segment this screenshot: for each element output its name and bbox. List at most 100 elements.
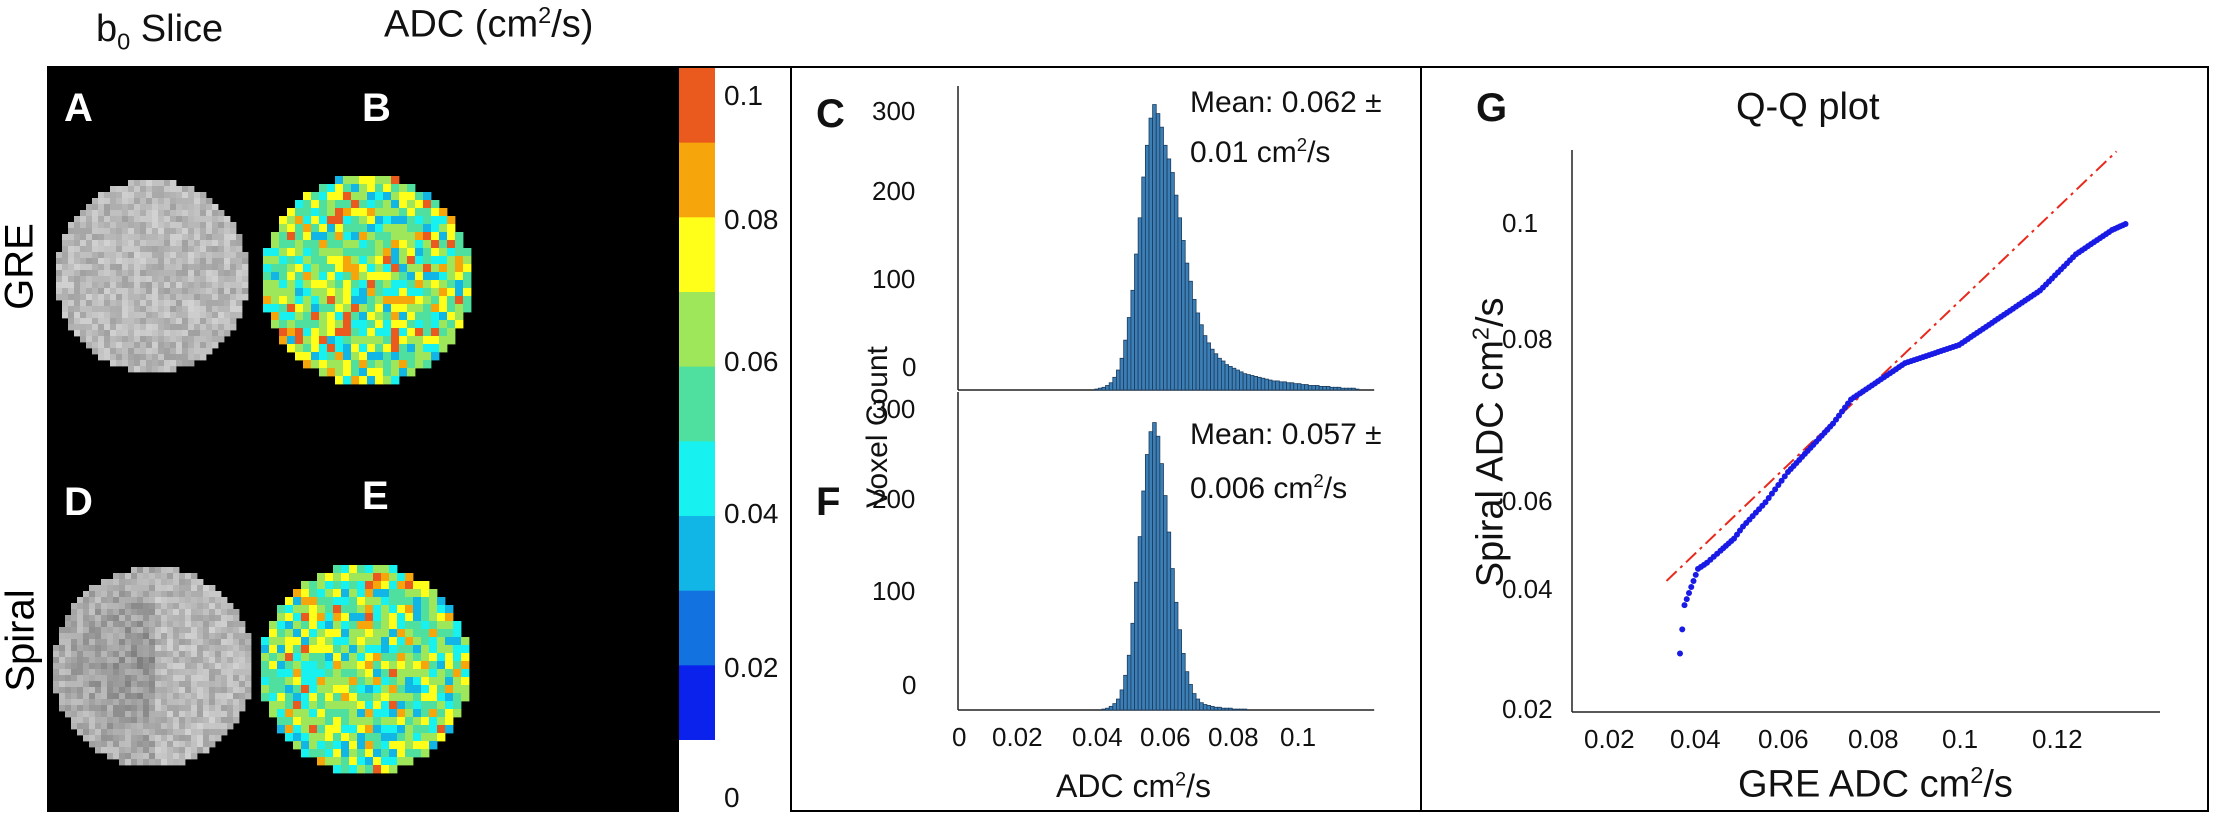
image-pixel (152, 318, 159, 325)
image-pixel (131, 699, 138, 706)
image-pixel (182, 360, 189, 367)
image-pixel (311, 272, 320, 281)
image-pixel (227, 639, 234, 646)
image-pixel (164, 360, 171, 367)
image-pixel (149, 627, 156, 634)
image-pixel (125, 687, 132, 694)
image-pixel (327, 288, 336, 297)
image-pixel (119, 753, 126, 760)
image-pixel (158, 354, 165, 361)
image-pixel (431, 304, 440, 313)
image-pixel (68, 324, 75, 331)
image-pixel (200, 240, 207, 247)
hist-c-bar (1354, 388, 1360, 391)
image-pixel (176, 360, 183, 367)
image-pixel (83, 621, 90, 628)
image-pixel (122, 342, 129, 349)
image-pixel (407, 336, 416, 345)
image-pixel (107, 675, 114, 682)
hist-c-bar (1159, 126, 1164, 391)
image-pixel (429, 613, 438, 622)
image-pixel (59, 669, 66, 676)
image-pixel (453, 685, 462, 694)
image-pixel (365, 589, 374, 598)
image-pixel (333, 613, 342, 622)
image-pixel (179, 639, 186, 646)
image-pixel (185, 651, 192, 658)
image-pixel (423, 304, 432, 313)
image-pixel (445, 629, 454, 638)
image-pixel (173, 705, 180, 712)
image-pixel (463, 280, 472, 289)
image-pixel (74, 306, 81, 313)
image-pixel (185, 735, 192, 742)
image-pixel (261, 693, 270, 702)
image-pixel (89, 717, 96, 724)
image-pixel (182, 348, 189, 355)
image-pixel (134, 210, 141, 217)
image-pixel (191, 621, 198, 628)
image-pixel (367, 360, 376, 369)
image-pixel (349, 597, 358, 606)
image-pixel (405, 613, 414, 622)
image-pixel (389, 589, 398, 598)
image-pixel (158, 180, 165, 187)
image-pixel (375, 344, 384, 353)
image-pixel (158, 192, 165, 199)
image-pixel (327, 240, 336, 249)
image-pixel (381, 653, 390, 662)
image-pixel (285, 645, 294, 654)
image-pixel (407, 280, 416, 289)
image-pixel (77, 711, 84, 718)
image-pixel (373, 653, 382, 662)
image-pixel (137, 741, 144, 748)
image-pixel (375, 328, 384, 337)
image-pixel (317, 621, 326, 630)
image-pixel (131, 615, 138, 622)
image-pixel (333, 597, 342, 606)
image-pixel (439, 296, 448, 305)
image-pixel (391, 344, 400, 353)
image-pixel (110, 318, 117, 325)
colorbar-segment (679, 516, 715, 592)
image-pixel (381, 565, 390, 574)
image-pixel (134, 216, 141, 223)
image-pixel (83, 597, 90, 604)
image-pixel (373, 677, 382, 686)
image-pixel (367, 192, 376, 201)
image-pixel (373, 741, 382, 750)
hist-f-bar (1170, 568, 1175, 711)
image-pixel (74, 282, 81, 289)
image-pixel (357, 613, 366, 622)
image-pixel (203, 585, 210, 592)
image-pixel (167, 627, 174, 634)
image-pixel (367, 224, 376, 233)
image-pixel (149, 759, 156, 766)
image-pixel (65, 699, 72, 706)
image-pixel (161, 723, 168, 730)
image-pixel (68, 306, 75, 313)
image-pixel (311, 304, 320, 313)
image-pixel (191, 669, 198, 676)
image-pixel (188, 258, 195, 265)
image-pixel (373, 565, 382, 574)
image-pixel (164, 342, 171, 349)
image-pixel (74, 252, 81, 259)
image-pixel (191, 579, 198, 586)
image-pixel (271, 256, 280, 265)
image-pixel (71, 717, 78, 724)
image-pixel (155, 675, 162, 682)
image-pixel (245, 645, 252, 652)
image-pixel (311, 336, 320, 345)
image-pixel (125, 759, 132, 766)
image-pixel (194, 198, 201, 205)
image-pixel (146, 300, 153, 307)
image-pixel (239, 651, 246, 658)
image-pixel (277, 669, 286, 678)
image-pixel (122, 336, 129, 343)
image-pixel (301, 621, 310, 630)
image-pixel (101, 675, 108, 682)
image-pixel (182, 288, 189, 295)
image-pixel (65, 693, 72, 700)
image-pixel (164, 330, 171, 337)
